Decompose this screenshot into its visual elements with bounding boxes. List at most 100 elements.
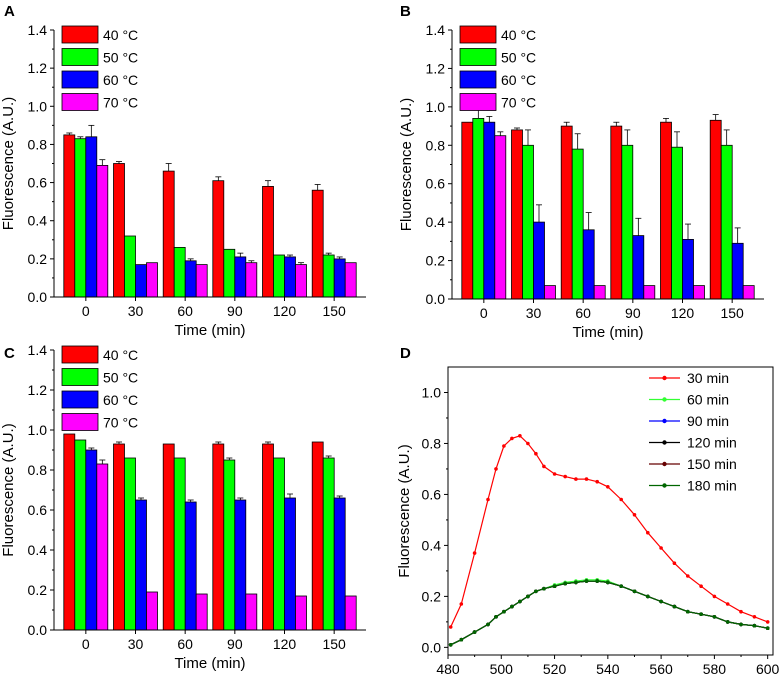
bar-70C-150	[344, 595, 357, 631]
data-point	[752, 615, 757, 619]
bar-40C-30	[113, 443, 125, 631]
data-point	[672, 561, 677, 565]
bar-70C-150	[344, 262, 357, 298]
series-line-180-min	[450, 580, 768, 646]
legend-marker	[662, 483, 667, 488]
panel-label: D	[400, 345, 411, 362]
data-point	[595, 579, 599, 583]
y-axis-label: Fluorescence (A.U.)	[0, 423, 17, 556]
legend-swatch	[61, 413, 99, 431]
legend-marker	[662, 397, 667, 402]
legend-swatch	[459, 48, 497, 66]
legend-swatch	[61, 70, 99, 89]
legend-label: 70 °C	[103, 415, 138, 431]
data-point	[632, 589, 637, 594]
legend-swatch	[61, 48, 99, 66]
data-point	[574, 477, 578, 481]
y-tick-label: 1.0	[426, 99, 446, 115]
bar-60C-30	[135, 499, 147, 631]
y-axis-label: Fluorescence (A.U.)	[398, 98, 415, 231]
y-tick-label: 0.0	[28, 289, 48, 305]
series-line-60-min	[450, 579, 768, 646]
legend-swatch	[61, 93, 99, 111]
data-point	[765, 626, 770, 630]
y-tick-label: 0.8	[28, 136, 48, 152]
bar-40C-0	[461, 121, 474, 300]
data-point	[518, 599, 522, 604]
bar-50C-120	[273, 457, 285, 631]
y-tick-label: 0.6	[28, 502, 48, 518]
x-tick-label: 120	[273, 636, 297, 652]
bar-50C-0	[74, 138, 87, 298]
y-tick-label: 0.2	[422, 588, 442, 604]
bar-40C-60	[560, 125, 573, 300]
bar-50C-60	[571, 148, 584, 300]
bar-40C-90	[212, 443, 225, 631]
x-tick-label: 540	[596, 661, 620, 677]
data-point	[752, 623, 757, 628]
x-tick-label: 600	[756, 661, 780, 677]
data-point	[619, 584, 623, 588]
data-point	[472, 630, 477, 634]
legend-swatch	[61, 25, 99, 44]
bar-40C-0	[63, 134, 76, 298]
data-point	[552, 584, 557, 588]
data-point	[459, 602, 464, 606]
bar-50C-120	[671, 146, 683, 300]
bar-60C-60	[184, 260, 197, 298]
bar-50C-30	[522, 144, 534, 300]
bar-70C-0	[96, 463, 109, 631]
panel-label: B	[400, 3, 411, 20]
panel-d: D 480 500 520 540 560 580 600 0.0 0.2 0.4 0.6 0.8 1.0…	[396, 345, 780, 677]
y-tick-label: 0.6	[426, 176, 446, 192]
bar-50C-60	[173, 246, 186, 298]
data-point	[563, 474, 567, 479]
legend-marker	[662, 461, 667, 467]
data-point	[502, 609, 506, 614]
y-tick-label: 0.6	[28, 175, 48, 191]
bar-40C-30	[113, 163, 125, 298]
bar-40C-90	[610, 125, 623, 300]
x-axis-label: Time (min)	[174, 322, 245, 339]
bar-60C-60	[582, 229, 595, 300]
y-tick-label: 0.2	[28, 251, 48, 267]
bar-40C-150	[311, 189, 324, 298]
y-tick-label: 0.4	[426, 214, 446, 230]
bar-60C-120	[682, 238, 694, 300]
y-axis-label: Fluorescence (A.U.)	[396, 444, 413, 577]
bar-60C-150	[731, 242, 744, 300]
data-point	[510, 604, 514, 609]
bar-40C-30	[511, 129, 523, 300]
bar-70C-60	[195, 593, 208, 631]
legend-label: 70 °C	[103, 95, 138, 111]
bar-60C-0	[483, 121, 496, 300]
legend-label: 70 °C	[501, 95, 536, 111]
bar-40C-60	[162, 443, 175, 631]
data-point	[725, 620, 730, 624]
bar-50C-0	[74, 439, 87, 631]
legend-label: 60 min	[687, 392, 729, 408]
y-tick-label: 0.8	[422, 435, 442, 451]
bar-70C-0	[494, 135, 507, 300]
x-tick-label: 30	[128, 303, 144, 319]
legend-label: 50 °C	[103, 50, 138, 66]
data-point	[518, 434, 522, 438]
data-point	[672, 604, 677, 609]
data-point	[712, 615, 717, 619]
data-point	[632, 513, 637, 517]
data-point	[526, 594, 530, 599]
bar-60C-0	[85, 449, 98, 631]
y-axis-label: Fluorescence (A.U.)	[0, 97, 17, 230]
bar-40C-150	[709, 119, 722, 300]
data-point	[686, 574, 690, 578]
legend-label: 180 min	[687, 478, 737, 494]
x-tick-label: 0	[480, 305, 488, 321]
y-tick-label: 0.4	[422, 537, 442, 553]
legend-label: 50 °C	[103, 370, 138, 386]
bar-60C-30	[135, 264, 147, 298]
bar-70C-0	[96, 164, 109, 298]
bar-50C-90	[223, 459, 236, 631]
bar-40C-60	[162, 170, 175, 298]
legend-label: 120 min	[687, 435, 737, 451]
